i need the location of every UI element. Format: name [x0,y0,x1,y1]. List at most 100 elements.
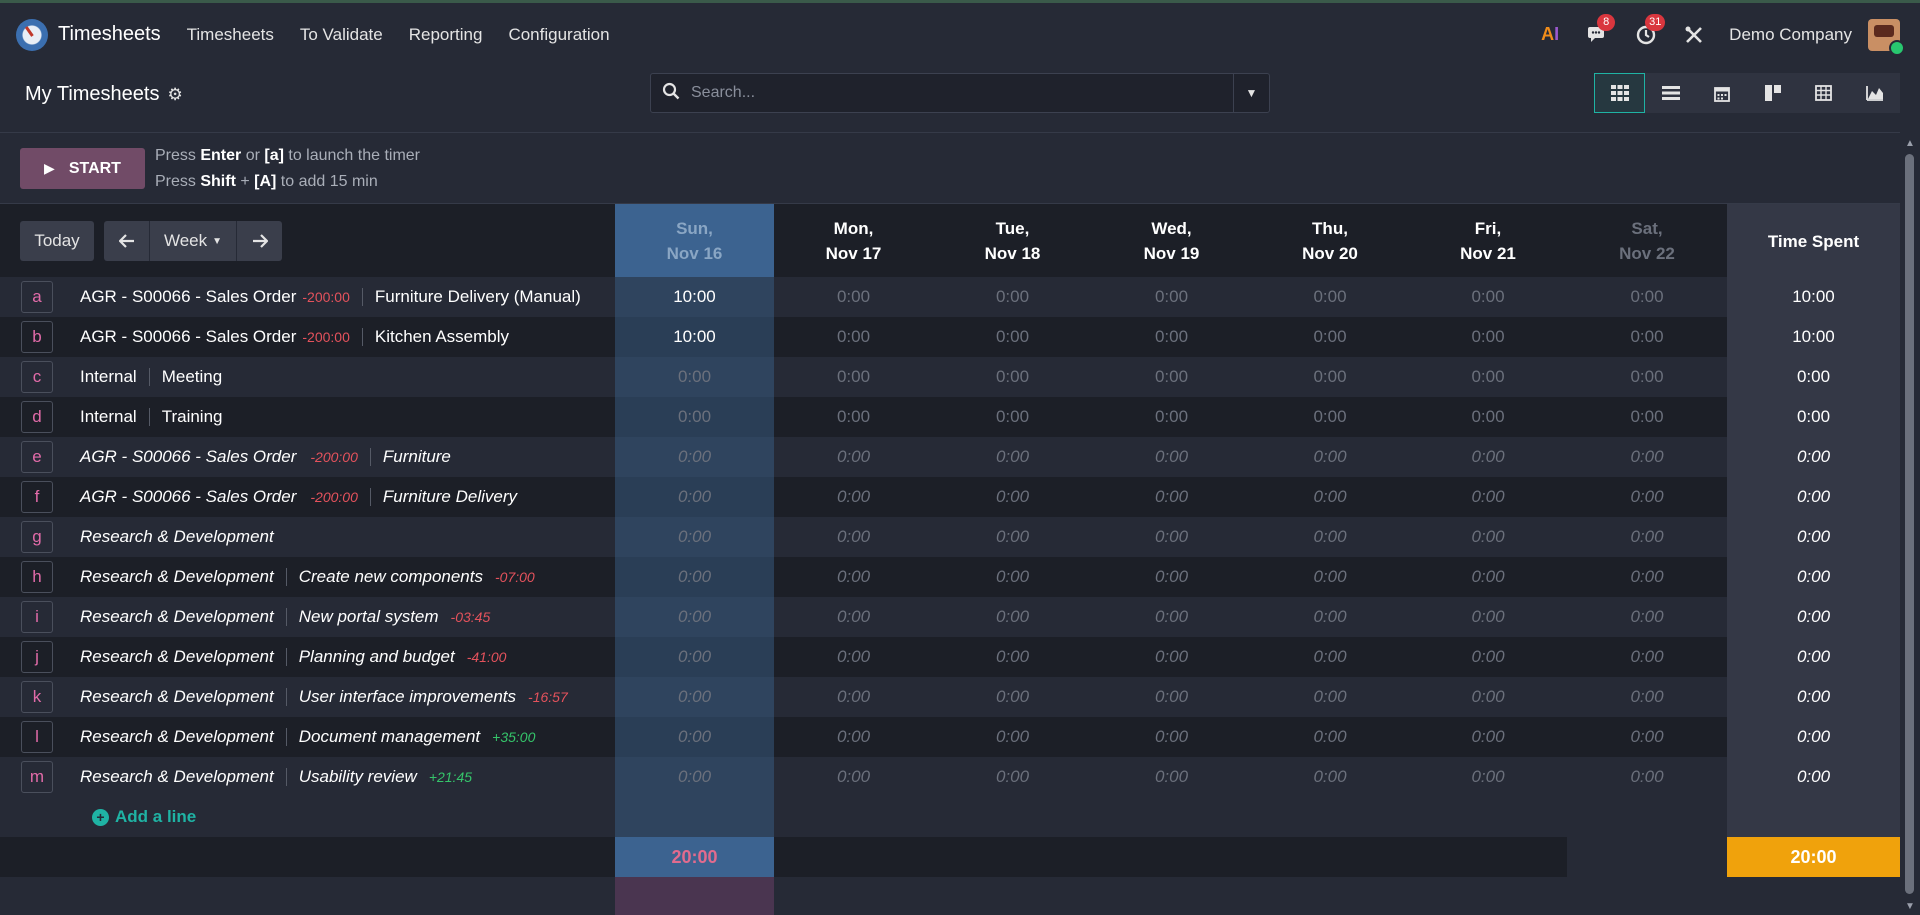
time-cell[interactable]: 0:00 [995,287,1030,306]
nav-reporting[interactable]: Reporting [408,24,483,44]
calendar-view-icon[interactable] [1696,73,1747,113]
time-cell[interactable]: 0:00 [995,407,1030,426]
today-button[interactable]: Today [20,221,94,261]
time-cell[interactable]: 0:00 [677,607,712,626]
time-cell[interactable]: 0:00 [1313,447,1347,466]
time-cell[interactable]: 0:00 [1313,327,1347,346]
time-cell[interactable]: 0:00 [1471,767,1505,786]
time-cell[interactable]: 0:00 [995,607,1030,626]
time-cell[interactable]: 10:00 [673,287,716,306]
time-cell[interactable]: 0:00 [1471,527,1505,546]
gear-icon[interactable]: ⚙ [167,84,183,104]
time-cell[interactable]: 0:00 [1471,407,1505,426]
time-cell[interactable]: 0:00 [1630,447,1664,466]
time-cell[interactable]: 0:00 [836,487,871,506]
time-cell[interactable]: 0:00 [1471,447,1505,466]
time-cell[interactable]: 0:00 [1471,647,1505,666]
time-cell[interactable]: 0:00 [677,647,712,666]
time-cell[interactable]: 0:00 [1313,567,1347,586]
time-cell[interactable]: 0:00 [1154,767,1189,786]
vertical-scrollbar[interactable]: ▲ ▼ [1900,132,1920,915]
time-cell[interactable]: 0:00 [1313,407,1347,426]
range-dropdown[interactable]: Week ▼ [149,221,237,261]
time-cell[interactable]: 0:00 [836,287,871,306]
time-cell[interactable]: 0:00 [1154,607,1189,626]
pivot-view-icon[interactable] [1798,73,1849,113]
time-cell[interactable]: 0:00 [995,527,1030,546]
time-cell[interactable]: 0:00 [995,767,1030,786]
time-cell[interactable]: 0:00 [1630,647,1664,666]
nav-configuration[interactable]: Configuration [508,24,610,44]
time-cell[interactable]: 0:00 [1313,527,1347,546]
time-cell[interactable]: 0:00 [1313,367,1347,386]
company-switcher[interactable]: Demo Company [1729,24,1852,44]
app-brand[interactable]: Timesheets [16,18,161,51]
time-cell[interactable]: 0:00 [995,447,1030,466]
time-cell[interactable]: 0:00 [1154,647,1189,666]
time-cell[interactable]: 0:00 [995,367,1030,386]
kanban-view-icon[interactable] [1747,73,1798,113]
time-cell[interactable]: 0:00 [836,567,871,586]
time-cell[interactable]: 0:00 [995,487,1030,506]
messaging-icon[interactable]: 8 [1585,13,1616,48]
time-cell[interactable]: 0:00 [677,727,712,746]
time-cell[interactable]: 0:00 [1154,367,1189,386]
time-cell[interactable]: 0:00 [836,327,871,346]
start-timer-button[interactable]: ▶ START [20,148,145,189]
time-cell[interactable]: 0:00 [836,687,871,706]
time-cell[interactable]: 0:00 [836,447,871,466]
time-cell[interactable]: 0:00 [677,527,712,546]
time-cell[interactable]: 0:00 [995,327,1030,346]
time-cell[interactable]: 0:00 [1471,567,1505,586]
time-cell[interactable]: 0:00 [836,647,871,666]
time-cell[interactable]: 0:00 [1154,527,1189,546]
time-cell[interactable]: 0:00 [836,407,871,426]
nav-timesheets[interactable]: Timesheets [186,24,274,44]
time-cell[interactable]: 0:00 [1154,407,1189,426]
time-cell[interactable]: 0:00 [836,727,871,746]
time-cell[interactable]: 0:00 [1471,727,1505,746]
time-cell[interactable]: 0:00 [1313,607,1347,626]
time-cell[interactable]: 0:00 [995,567,1030,586]
time-cell[interactable]: 0:00 [1154,687,1189,706]
time-cell[interactable]: 0:00 [1630,287,1664,306]
time-cell[interactable]: 0:00 [836,527,871,546]
time-cell[interactable]: 10:00 [673,327,716,346]
time-cell[interactable]: 0:00 [1154,287,1189,306]
time-cell[interactable]: 0:00 [1154,487,1189,506]
time-cell[interactable]: 0:00 [1313,287,1347,306]
time-cell[interactable]: 0:00 [1313,767,1347,786]
time-cell[interactable]: 0:00 [1630,687,1664,706]
time-cell[interactable]: 0:00 [677,447,712,466]
time-cell[interactable]: 0:00 [995,687,1030,706]
time-cell[interactable]: 0:00 [677,367,712,386]
time-cell[interactable]: 0:00 [1313,647,1347,666]
time-cell[interactable]: 0:00 [1630,727,1664,746]
time-cell[interactable]: 0:00 [1313,687,1347,706]
time-cell[interactable]: 0:00 [1313,487,1347,506]
time-cell[interactable]: 0:00 [677,487,712,506]
time-cell[interactable]: 0:00 [836,607,871,626]
time-cell[interactable]: 0:00 [1630,607,1664,626]
time-cell[interactable]: 0:00 [1471,687,1505,706]
tools-icon[interactable] [1681,22,1707,48]
nav-to-validate[interactable]: To Validate [299,24,383,44]
time-cell[interactable]: 0:00 [1630,327,1664,346]
search-options-toggle[interactable]: ▼ [1233,74,1269,112]
time-cell[interactable]: 0:00 [1630,407,1664,426]
user-avatar[interactable] [1868,18,1905,56]
time-cell[interactable]: 0:00 [677,407,712,426]
time-cell[interactable]: 0:00 [677,767,712,786]
grid-view-icon[interactable] [1594,73,1645,113]
time-cell[interactable]: 0:00 [995,647,1030,666]
time-cell[interactable]: 0:00 [677,687,712,706]
time-cell[interactable]: 0:00 [1471,487,1505,506]
scroll-up-icon[interactable]: ▲ [1905,138,1915,149]
search-input[interactable] [691,75,1233,111]
time-cell[interactable]: 0:00 [1630,527,1664,546]
scroll-down-icon[interactable]: ▼ [1905,901,1915,912]
time-cell[interactable]: 0:00 [1630,487,1664,506]
time-cell[interactable]: 0:00 [836,367,871,386]
time-cell[interactable]: 0:00 [1630,767,1664,786]
